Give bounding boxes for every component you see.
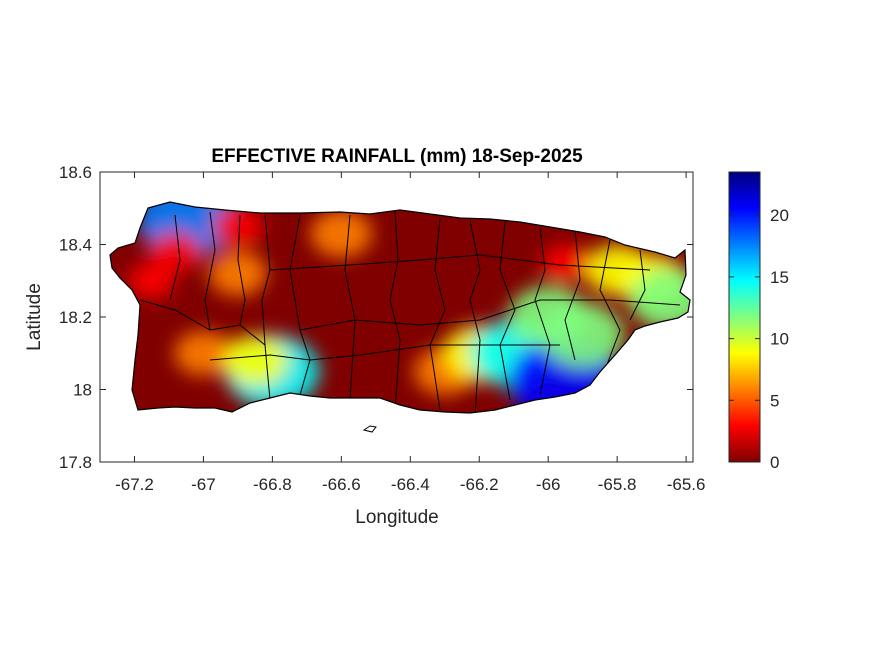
x-tick-label: -66.6	[322, 475, 361, 494]
boundary-line	[429, 217, 446, 411]
colorbar-tick-label: 15	[770, 268, 789, 287]
boundary-line	[389, 211, 401, 411]
colorbar-gradient	[728, 171, 761, 463]
rain-area-14	[540, 302, 625, 368]
x-tick-label: -67.2	[115, 475, 154, 494]
y-tick-label: 18.6	[59, 163, 92, 182]
y-tick-label: 18.2	[59, 308, 92, 327]
colorbar-tick-label: 0	[770, 453, 779, 472]
rain-area-2	[128, 262, 176, 299]
y-axis-label: Latitude	[24, 283, 45, 351]
island-rainfall-field	[110, 202, 690, 413]
y-tick-label: 18.4	[59, 236, 92, 255]
y-axis-ticks: 17.8 18 18.2 18.4 18.6	[59, 163, 693, 472]
island-coastline	[109, 201, 691, 414]
x-tick-label: -67	[191, 475, 216, 494]
colorbar-tick-label: 5	[770, 391, 779, 410]
boundary-line	[469, 219, 481, 413]
x-axis-label: Longitude	[355, 507, 438, 528]
x-tick-label: -65.8	[598, 475, 637, 494]
x-tick-label: -66.4	[391, 475, 430, 494]
rain-area-8	[222, 335, 288, 386]
rain-area-5	[310, 209, 373, 258]
colorbar-tick-label: 10	[770, 330, 789, 349]
colorbar-tick-label: 20	[770, 206, 789, 225]
boundary-line	[599, 239, 621, 371]
rain-area-6	[174, 330, 233, 376]
x-tick-label: -66.2	[460, 475, 499, 494]
rain-area-3	[212, 206, 264, 246]
colorbar-ticks: 0 5 10 15 20	[729, 206, 789, 472]
map-plot-area: -67.2 -67 -66.8 -66.6 -66.4 -66.2 -66 -65.8 -65.…	[59, 163, 706, 494]
boundary-line	[269, 254, 651, 271]
rain-area-1	[150, 232, 202, 272]
small-island-caja-de-muertos	[362, 425, 377, 433]
colorbar: 0 5 10 15 20	[728, 171, 789, 472]
municipality-boundaries	[139, 211, 681, 413]
boundary-line	[209, 344, 560, 361]
boundary-line	[204, 211, 216, 331]
x-tick-label: -65.6	[667, 475, 706, 494]
boundary-line	[629, 249, 646, 321]
boundary-line	[499, 221, 516, 401]
boundary-line	[237, 214, 246, 326]
y-tick-label: 18	[73, 381, 92, 400]
y-tick-label: 17.8	[59, 453, 92, 472]
chart-title: EFFECTIVE RAINFALL (mm) 18-Sep-2025	[211, 146, 583, 167]
boundary-line	[534, 227, 551, 396]
boundary-line	[261, 214, 271, 401]
rain-area-4	[208, 251, 268, 296]
x-axis-ticks: -67.2 -67 -66.8 -66.6 -66.4 -66.2 -66 -65.8 -65.…	[115, 172, 705, 494]
x-tick-label: -66	[536, 475, 561, 494]
rainfall-areas	[128, 202, 690, 413]
boundary-line	[344, 214, 356, 401]
x-tick-label: -66.8	[253, 475, 292, 494]
boundary-line	[169, 214, 181, 301]
boundary-line	[299, 299, 681, 331]
rain-area-15	[541, 244, 590, 281]
